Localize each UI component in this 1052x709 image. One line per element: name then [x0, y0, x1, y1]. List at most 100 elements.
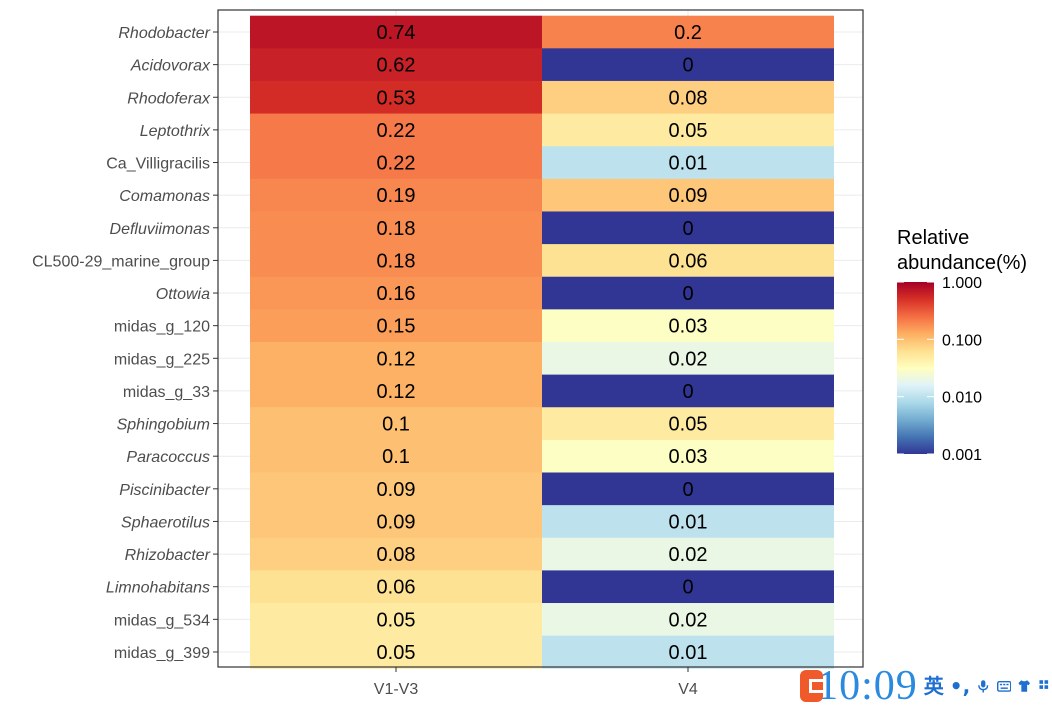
y-tick-label: Rhodobacter [118, 25, 210, 42]
cell-value-label: 0.09 [377, 479, 416, 501]
cell-value-label: 0.05 [377, 642, 416, 664]
cell-value-label: 0.53 [377, 87, 416, 109]
legend-colorbar [897, 282, 934, 454]
heatmap-cell [542, 309, 834, 343]
cell-value-label: 0.01 [669, 153, 708, 175]
cell-value-label: 0.15 [377, 316, 416, 338]
cell-value-label: 0 [682, 479, 693, 501]
cell-value-label: 0.02 [669, 348, 708, 370]
y-tick-label: CL500-29_marine_group [32, 253, 210, 270]
heatmap-cell [542, 113, 834, 147]
cell-value-label: 0.03 [669, 446, 708, 468]
heatmap-cell [542, 48, 834, 82]
y-tick-label: Paracoccus [126, 449, 210, 466]
legend-tick-label: 0.100 [942, 332, 982, 349]
y-axis: Rhodobacter Acidovorax Rhodoferax Leptothri… [32, 25, 218, 662]
heatmap-cell [542, 472, 834, 506]
heatmap-cell [542, 80, 834, 114]
cell-value-label: 0.22 [377, 153, 416, 175]
heatmap-cell [250, 113, 542, 147]
cell-value-label: 0 [682, 283, 693, 305]
y-tick-label: Defluviimonas [110, 221, 210, 238]
keyboard-icon[interactable] [996, 676, 1012, 696]
heatmap-cell [250, 505, 542, 539]
heatmap-cell [250, 570, 542, 604]
heatmap-cell [250, 244, 542, 278]
heatmap-cell [542, 15, 834, 49]
cell-value-label: 0.05 [669, 414, 708, 436]
heatmap-cell [250, 80, 542, 114]
cell-value-label: 0.12 [377, 348, 416, 370]
heatmap-cell [542, 244, 834, 278]
heatmap-cell [542, 635, 834, 669]
x-tick-label: V4 [678, 681, 698, 698]
cell-value-label: 0.12 [377, 381, 416, 403]
heatmap-cell [250, 603, 542, 637]
ime-punctuation-toggle[interactable]: •, [949, 673, 971, 698]
y-tick-label: Rhodoferax [127, 90, 211, 107]
cell-value-labels: 0.74 0.2 0.62 0 0.53 0.08 0.22 0.05 0.22 0.01 0.19… [377, 22, 708, 664]
legend-tick-label: 0.010 [942, 390, 982, 407]
cell-value-label: 0.05 [669, 120, 708, 142]
heatmap-cell [542, 341, 834, 376]
cell-value-label: 0.1 [382, 414, 410, 436]
x-tick-label: V1-V3 [374, 681, 419, 698]
cell-value-label: 0.22 [377, 120, 416, 142]
cell-value-label: 0.18 [377, 218, 416, 240]
heatmap-cell [250, 635, 542, 669]
cell-value-label: 0 [682, 381, 693, 403]
heatmap-cell [542, 374, 834, 408]
heatmap-cell [542, 276, 834, 310]
grid-icon[interactable] [1038, 676, 1052, 696]
cell-value-label: 0.05 [377, 609, 416, 631]
y-tick-label: Ottowia [156, 286, 210, 303]
cell-value-label: 0.09 [377, 511, 416, 533]
cell-value-label: 0.19 [377, 185, 416, 207]
y-tick-label: Piscinibacter [119, 482, 210, 499]
heatmap-cell [542, 146, 834, 180]
cell-value-label: 0 [682, 218, 693, 240]
heatmap-cell [542, 211, 834, 245]
y-tick-label: midas_g_33 [123, 384, 210, 401]
heatmap-cell [542, 537, 834, 571]
y-tick-label: midas_g_120 [114, 319, 210, 336]
heatmap-cell [250, 472, 542, 506]
heatmap-cell [250, 48, 542, 82]
heatmap-cell [250, 178, 542, 212]
heatmap-cell [542, 505, 834, 539]
y-tick-label: midas_g_534 [114, 612, 210, 629]
legend-title-line-2: abundance(%) [897, 252, 1027, 274]
cell-value-label: 0.18 [377, 250, 416, 272]
cell-value-label: 0 [682, 577, 693, 599]
legend-tick-label: 0.001 [942, 447, 982, 464]
heatmap-cell [250, 341, 542, 376]
ime-language-toggle[interactable]: 英 [923, 673, 944, 698]
panel-border [217, 9, 864, 668]
cell-value-label: 0.16 [377, 283, 416, 305]
cell-value-label: 0.02 [669, 609, 708, 631]
cell-value-label: 0.74 [377, 22, 416, 44]
heatmap-cell [250, 211, 542, 245]
heatmap-cell [250, 146, 542, 180]
heatmap-cell [250, 15, 542, 49]
heatmap-cell [542, 570, 834, 604]
cell-value-label: 0.03 [669, 316, 708, 338]
cell-value-label: 0.08 [377, 544, 416, 566]
y-tick-label: Acidovorax [130, 58, 211, 75]
legend-tick-label: 1.000 [942, 275, 982, 292]
shirt-icon[interactable] [1017, 676, 1031, 696]
cell-value-label: 0.01 [669, 642, 708, 664]
clock-time: 10:09 [817, 662, 918, 709]
cell-value-label: 0.62 [377, 55, 416, 77]
cell-value-label: 0 [682, 55, 693, 77]
y-tick-label: midas_g_225 [114, 351, 210, 368]
y-tick-label: Comamonas [119, 188, 210, 205]
cell-value-label: 0.08 [669, 87, 708, 109]
microphone-icon[interactable] [976, 676, 990, 696]
heatmap-cell [542, 439, 834, 473]
x-axis: V1-V3 V4 [374, 667, 698, 698]
y-tick-label: Leptothrix [140, 123, 211, 140]
ime-logo-icon[interactable] [800, 669, 824, 702]
heatmap-cell [250, 439, 542, 473]
heatmap-cell [542, 407, 834, 441]
